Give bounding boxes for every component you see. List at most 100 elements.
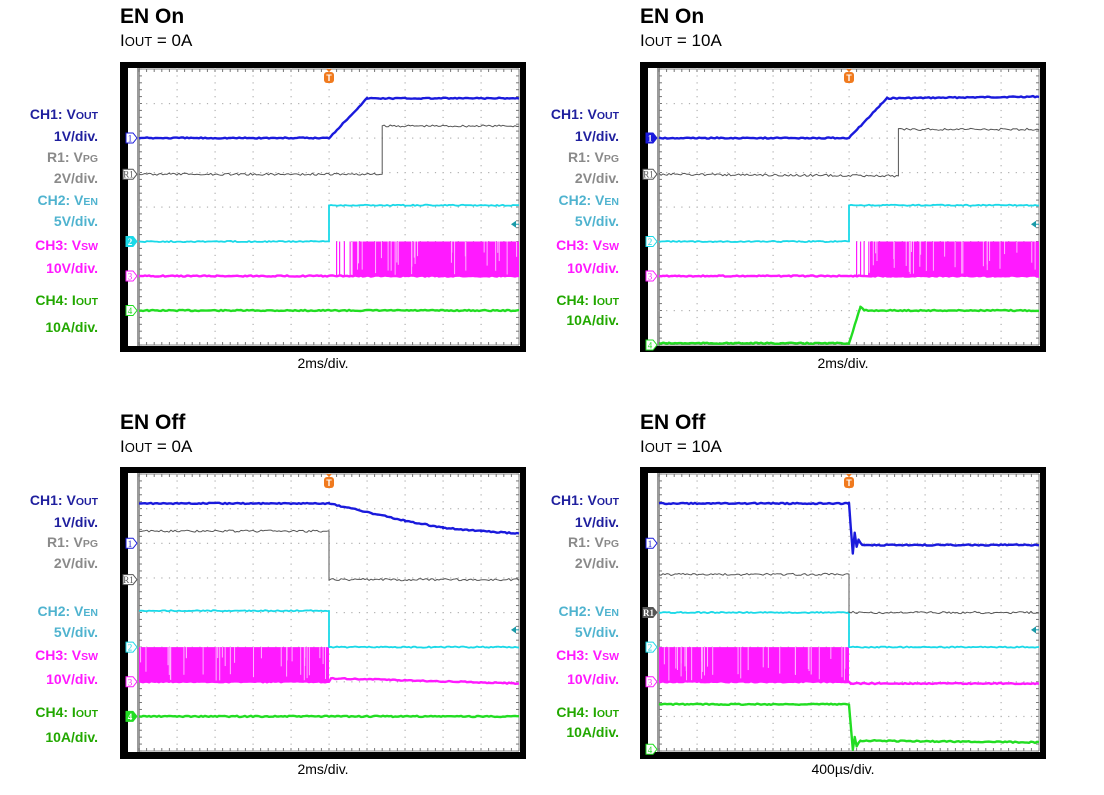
grid-dot xyxy=(954,508,957,510)
grid-dot xyxy=(480,344,482,346)
grid-dot xyxy=(886,736,888,738)
grid-dot xyxy=(658,508,660,510)
grid-dot xyxy=(214,89,216,91)
grid-dot xyxy=(176,480,178,482)
grid-dot xyxy=(810,556,812,558)
grid-dot xyxy=(962,303,964,305)
grid-dot xyxy=(962,501,964,503)
grid-dot xyxy=(696,96,698,98)
grid-dot xyxy=(290,75,292,77)
grid-dot xyxy=(947,542,949,544)
legend-ch2-scale: 5V/div. xyxy=(574,213,619,229)
grid-dot xyxy=(696,521,698,524)
grid-dot xyxy=(434,508,437,510)
grid-dot xyxy=(985,681,987,683)
waveform-ch3 xyxy=(138,274,520,278)
grid-dot xyxy=(290,563,292,565)
grid-dot xyxy=(206,542,209,544)
grid-dot xyxy=(734,702,736,704)
grid-dot xyxy=(1030,206,1033,208)
grid-dot xyxy=(810,103,812,105)
grid-dot xyxy=(962,123,964,125)
grid-dot xyxy=(366,82,368,84)
grid-dot xyxy=(848,192,850,194)
grid-dot xyxy=(290,316,292,319)
grid-dot xyxy=(176,172,178,174)
grid-dot xyxy=(1000,116,1002,118)
grid-dot xyxy=(252,261,254,263)
grid-dot xyxy=(901,206,903,208)
grid-dot xyxy=(168,103,171,105)
trace-ch3: 3 xyxy=(645,241,1040,282)
grid-dot xyxy=(336,577,338,579)
grid-dot xyxy=(1008,103,1010,105)
grid-dot xyxy=(480,178,482,181)
grid-dot xyxy=(886,653,888,655)
grid-dot xyxy=(924,591,926,593)
grid-dot xyxy=(772,591,774,593)
grid-dot xyxy=(924,213,926,215)
grid-dot xyxy=(856,137,858,139)
grid-dot xyxy=(734,618,736,621)
grid-dot xyxy=(480,577,482,579)
grid-dot xyxy=(909,206,911,208)
scope-panel-en-off-10a: EN Off IOUT = 10A CH1: VOUT 1V/div. R1: VP… xyxy=(520,405,1060,795)
grid-dot xyxy=(1008,137,1010,139)
grid-dot xyxy=(696,303,698,305)
grid-dot xyxy=(290,254,292,256)
grid-dot xyxy=(1000,535,1002,538)
grid-dot xyxy=(472,172,475,174)
grid-dot xyxy=(734,542,736,544)
grid-dot xyxy=(480,213,482,215)
grid-dot xyxy=(480,296,482,298)
grid-dot xyxy=(840,715,843,718)
grid-dot xyxy=(396,577,399,579)
grid-dot xyxy=(1000,303,1002,305)
grid-dot xyxy=(153,612,155,614)
grid-dot xyxy=(146,577,148,579)
grid-dot xyxy=(734,632,736,634)
grid-dot xyxy=(404,178,406,181)
grid-dot xyxy=(214,227,216,229)
grid-dot xyxy=(404,521,406,524)
grid-dot xyxy=(696,688,698,690)
grid-dot xyxy=(358,577,361,579)
grid-dot xyxy=(176,743,178,745)
grid-dot xyxy=(681,577,683,579)
grid-dot xyxy=(696,323,698,325)
grid-dot xyxy=(252,89,254,91)
grid-dot xyxy=(962,750,964,752)
grid-dot xyxy=(427,577,429,579)
grid-dot xyxy=(222,612,224,614)
grid-dot xyxy=(924,743,926,745)
grid-dot xyxy=(419,577,421,579)
grid-dot xyxy=(480,612,482,614)
trace-ch2: 2 xyxy=(125,203,520,247)
grid-dot xyxy=(191,508,193,510)
grid-dot xyxy=(176,515,178,517)
grid-dot xyxy=(442,639,444,641)
grid-dot xyxy=(1000,227,1002,229)
grid-dot xyxy=(1000,151,1002,153)
grid-dot xyxy=(366,282,368,284)
grid-dot xyxy=(848,123,850,125)
grid-dot xyxy=(924,344,926,346)
legend-ch2-name: CH2: VEN xyxy=(37,192,99,208)
grid-dot xyxy=(290,172,292,174)
grid-dot xyxy=(734,75,736,77)
grid-dot xyxy=(480,199,482,201)
legend-r1-scale: 2V/div. xyxy=(53,170,98,186)
grid-dot xyxy=(191,542,193,544)
grid-dot xyxy=(206,172,209,174)
grid-dot xyxy=(214,206,216,208)
grid-dot xyxy=(810,130,812,132)
grid-dot xyxy=(214,639,216,641)
grid-dot xyxy=(772,542,774,544)
grid-dot xyxy=(810,702,812,704)
grid-dot xyxy=(810,605,812,607)
grid-dot xyxy=(480,743,482,745)
grid-dot xyxy=(688,542,691,544)
grid-dot xyxy=(267,542,269,544)
grid-dot xyxy=(924,178,926,181)
grid-dot xyxy=(772,577,774,579)
